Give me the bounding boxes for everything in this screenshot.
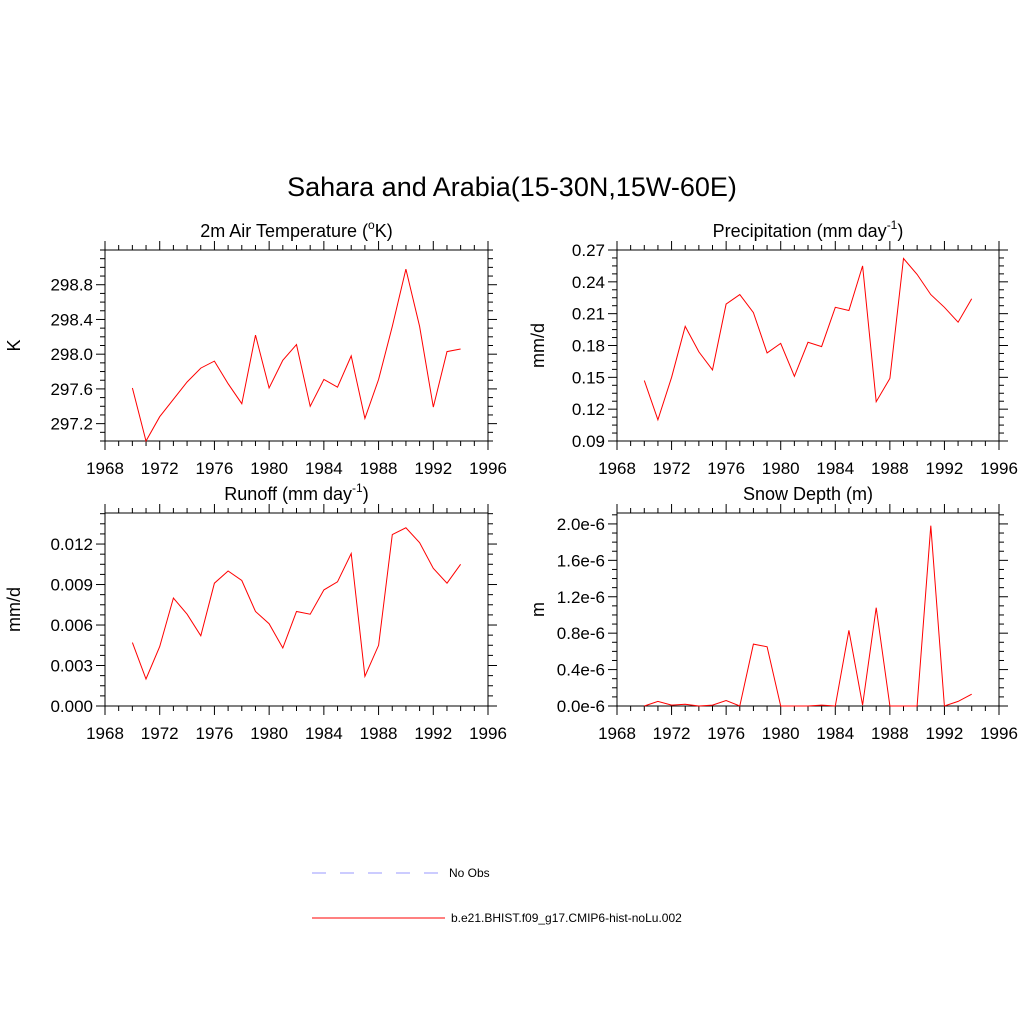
x-tick-label: 1984 — [305, 459, 343, 478]
x-tick-label: 1968 — [86, 459, 124, 478]
panel-2: 1968 1972 1976 1980 1984 1988 1992 1996 0.09 0.12… — [528, 218, 1018, 478]
y-tick-label: 298.4 — [50, 310, 93, 329]
y-tick-label: 0.4e-6 — [557, 661, 605, 680]
panel-3: 1968 1972 1976 1980 1984 1988 1992 1996 0.000 0.0… — [4, 481, 507, 743]
figure-title: Sahara and Arabia(15-30N,15W-60E) — [287, 172, 737, 202]
y-tick-label: 0.000 — [50, 697, 93, 716]
y-tick-label: 0.09 — [572, 432, 605, 451]
x-tick-label: 1976 — [196, 459, 234, 478]
y-axis-label: mm/d — [4, 587, 24, 632]
panels: 1968 1972 1976 1980 1984 1988 1992 1996 297.2 297… — [4, 218, 1018, 743]
x-tick-label: 1976 — [707, 459, 745, 478]
y-tick-label: 0.21 — [572, 305, 605, 324]
x-tick-label: 1996 — [980, 459, 1018, 478]
y-tick-label: 298.0 — [50, 345, 93, 364]
y-tick-label: 0.27 — [572, 241, 605, 260]
plot-frame — [616, 249, 1000, 442]
series-line-1 — [644, 525, 972, 707]
panel-title-tail: ) — [897, 221, 903, 241]
y-tick-label: 0.003 — [50, 657, 93, 676]
x-tick-label: 1980 — [762, 459, 800, 478]
panel-title: 2m Air Temperature (oK) — [200, 218, 392, 241]
panel-title-main: Precipitation (mm day — [713, 221, 887, 241]
y-tick-label: 0.006 — [50, 616, 93, 635]
x-tick-label: 1984 — [816, 459, 854, 478]
x-tick-label: 1968 — [598, 459, 636, 478]
x-tick-label: 1992 — [414, 459, 452, 478]
panel-title-tail: K) — [375, 221, 393, 241]
x-tick-label: 1980 — [250, 724, 288, 743]
panel-title: Snow Depth (m) — [743, 484, 873, 504]
x-tick-label: 1972 — [653, 459, 691, 478]
panel-title-tail: ) — [363, 484, 369, 504]
x-tick-label: 1988 — [360, 724, 398, 743]
panel-4: 1968 1972 1976 1980 1984 1988 1992 1996 0.0e-6 0.… — [528, 484, 1018, 743]
panel-title: Precipitation (mm day-1) — [713, 218, 904, 241]
x-tick-label: 1968 — [598, 724, 636, 743]
x-tick-label: 1980 — [250, 459, 288, 478]
x-tick-label: 1972 — [141, 724, 179, 743]
y-axis-label: m — [528, 602, 548, 617]
y-tick-label: 0.24 — [572, 273, 605, 292]
plot-frame — [616, 512, 1000, 707]
y-tick-label: 297.2 — [50, 415, 93, 434]
x-tick-label: 1984 — [816, 724, 854, 743]
legend-label: No Obs — [449, 866, 490, 880]
y-tick-label: 0.8e-6 — [557, 624, 605, 643]
y-tick-label: 2.0e-6 — [557, 515, 605, 534]
legend-label: b.e21.BHIST.f09_g17.CMIP6-hist-noLu.002 — [451, 911, 682, 925]
y-axis-label: K — [4, 339, 24, 351]
panel-title-main: Snow Depth (m) — [743, 484, 873, 504]
y-tick-label: 298.8 — [50, 276, 93, 295]
panel-title-main: 2m Air Temperature ( — [200, 221, 368, 241]
y-tick-label: 0.18 — [572, 337, 605, 356]
y-tick-label: 0.009 — [50, 576, 93, 595]
legend: No Obs b.e21.BHIST.f09_g17.CMIP6-hist-noL… — [312, 866, 682, 925]
panel-title-main: Runoff (mm day — [224, 484, 352, 504]
y-tick-label: 0.012 — [50, 535, 93, 554]
x-tick-label: 1988 — [360, 459, 398, 478]
y-tick-label: 0.15 — [572, 368, 605, 387]
x-tick-label: 1996 — [469, 724, 507, 743]
panel-title-superscript: o — [368, 218, 375, 232]
x-tick-label: 1984 — [305, 724, 343, 743]
panel-title-superscript: -1 — [352, 481, 363, 495]
x-tick-label: 1968 — [86, 724, 124, 743]
x-tick-label: 1992 — [926, 724, 964, 743]
y-tick-label: 1.6e-6 — [557, 551, 605, 570]
x-tick-label: 1976 — [196, 724, 234, 743]
series-line-1 — [131, 527, 462, 681]
series-line-1 — [131, 268, 461, 443]
plot-frame — [104, 512, 489, 707]
x-tick-label: 1980 — [762, 724, 800, 743]
y-tick-label: 297.6 — [50, 380, 93, 399]
x-tick-label: 1972 — [653, 724, 691, 743]
panel-title: Runoff (mm day-1) — [224, 481, 368, 504]
y-tick-label: 1.2e-6 — [557, 588, 605, 607]
series-line-1 — [643, 257, 973, 422]
x-tick-label: 1988 — [871, 459, 909, 478]
y-tick-label: 0.0e-6 — [557, 697, 605, 716]
x-tick-label: 1972 — [141, 459, 179, 478]
x-tick-label: 1992 — [926, 459, 964, 478]
panel-title-superscript: -1 — [887, 218, 898, 232]
x-tick-label: 1996 — [469, 459, 507, 478]
x-tick-label: 1996 — [980, 724, 1018, 743]
panel-1: 1968 1972 1976 1980 1984 1988 1992 1996 297.2 297… — [4, 218, 507, 478]
x-tick-label: 1976 — [707, 724, 745, 743]
x-tick-label: 1988 — [871, 724, 909, 743]
y-tick-label: 0.12 — [572, 400, 605, 419]
y-axis-label: mm/d — [528, 323, 548, 368]
x-tick-label: 1992 — [414, 724, 452, 743]
